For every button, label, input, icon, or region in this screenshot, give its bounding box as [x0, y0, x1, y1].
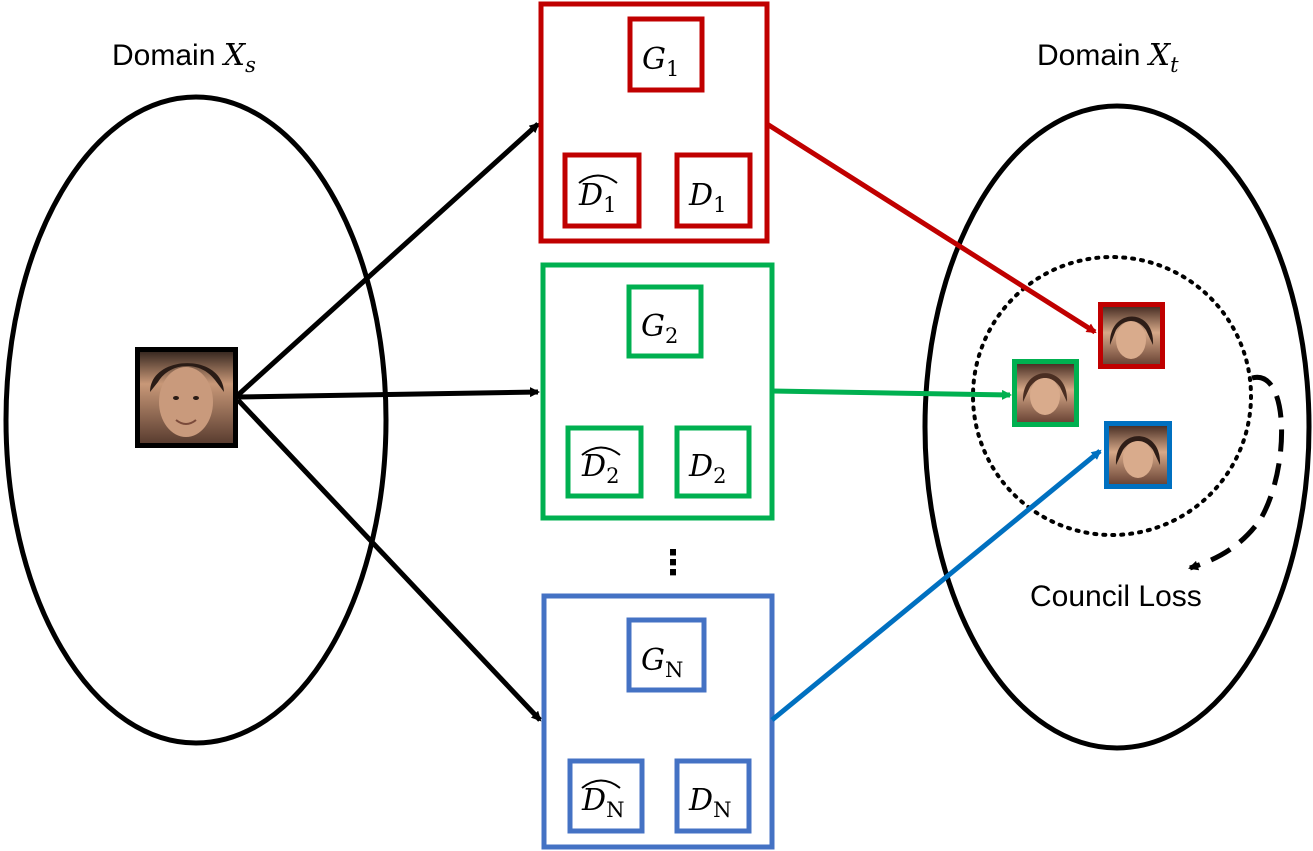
- arrow-source-to-council-n: [236, 398, 542, 722]
- discriminator-box-2: [674, 425, 752, 499]
- arrow-council-1-to-output: [765, 121, 1097, 335]
- generator-box-2: [626, 284, 704, 359]
- discriminator-label-1: D1: [688, 178, 726, 217]
- discriminator-hat-box-n: [567, 758, 645, 834]
- generator-box-n: [626, 617, 707, 693]
- discriminator-box-1: [674, 152, 753, 229]
- generator-label-1: G1: [642, 42, 679, 81]
- output-face-red: [1098, 302, 1165, 369]
- council-box-2: G2 D2 D2: [540, 262, 775, 521]
- output-face-blue: [1104, 421, 1172, 489]
- discriminator-hat-label-2: D2: [581, 449, 619, 488]
- output-face-green: [1012, 359, 1079, 427]
- generator-label-n: GN: [641, 643, 683, 682]
- source-domain-label: Domain Xs: [112, 38, 256, 77]
- discriminator-hat-label-n: DN: [581, 783, 624, 822]
- generator-label-2: G2: [641, 309, 678, 348]
- target-domain-ellipse: [922, 103, 1312, 751]
- council-box-1: G1 D1 D1: [538, 1, 770, 244]
- discriminator-label-2: D2: [688, 449, 726, 488]
- discriminator-box-n: [674, 758, 752, 834]
- discriminator-hat-box-1: [562, 152, 642, 229]
- hat-accent: [578, 174, 618, 184]
- arrow-source-to-council-1: [236, 122, 540, 397]
- council-loss-label: Council Loss: [1030, 580, 1202, 613]
- council-loss-arrow: [1188, 374, 1285, 571]
- discriminator-hat-label-1: D1: [578, 178, 616, 217]
- source-face-image: [135, 347, 238, 448]
- arrow-source-to-council-2: [237, 387, 540, 400]
- council-ellipsis: ⋮: [656, 543, 690, 583]
- hat-accent: [581, 446, 621, 456]
- output-cluster-circle: [971, 255, 1253, 537]
- target-domain-label: Domain Xt: [1037, 38, 1179, 77]
- discriminator-hat-box-2: [565, 425, 644, 499]
- hat-accent: [581, 779, 621, 789]
- discriminator-label-n: DN: [688, 783, 731, 822]
- council-box-n: GN DN DN: [541, 593, 775, 850]
- arrow-council-n-to-output: [770, 449, 1102, 722]
- arrow-council-2-to-output: [771, 388, 1012, 400]
- generator-box-1: [627, 16, 705, 93]
- source-domain-ellipse: [3, 94, 389, 746]
